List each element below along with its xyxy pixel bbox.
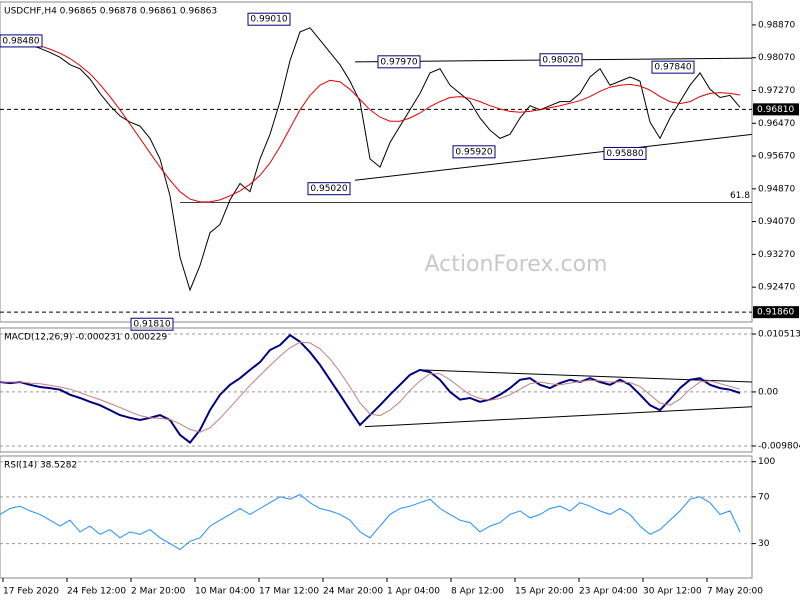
annotation-box bbox=[452, 145, 496, 159]
annotation-box bbox=[307, 182, 351, 196]
x-tick-label: 7 May 20:00 bbox=[707, 587, 763, 597]
annotation-box bbox=[651, 60, 695, 74]
annotation-label: 0.97970 bbox=[380, 57, 417, 67]
y-tick-label: 0.93270 bbox=[758, 250, 795, 260]
annotation-box bbox=[247, 12, 291, 26]
annotation-label: 0.95020 bbox=[310, 184, 347, 194]
x-tick-label: 1 Apr 04:00 bbox=[387, 587, 440, 597]
x-tick-label: 24 Feb 12:00 bbox=[67, 587, 126, 597]
annotation-label: 0.91810 bbox=[133, 320, 170, 330]
annotation-label: 0.99010 bbox=[250, 15, 287, 25]
x-tick-label: 2 Mar 20:00 bbox=[131, 587, 186, 597]
y-tick-label: 0.96470 bbox=[758, 119, 795, 129]
price-tag-label: 0.96810 bbox=[757, 105, 794, 115]
annotation-label: 0.95920 bbox=[455, 147, 492, 157]
x-tick-label: 8 Apr 12:00 bbox=[451, 587, 504, 597]
panel-frame bbox=[0, 327, 753, 453]
series-line bbox=[0, 37, 741, 203]
y-tick-label: 0.94070 bbox=[758, 217, 795, 227]
panel-title: MACD(12,26,9) -0.000231 0.000229 bbox=[4, 333, 167, 343]
annotation-label: 0.97840 bbox=[654, 63, 691, 73]
y-tick-label: 70 bbox=[758, 492, 770, 502]
trendline bbox=[364, 406, 753, 428]
panel-title: RSI(14) 38.5282 bbox=[4, 461, 77, 471]
annotation-box bbox=[603, 146, 647, 160]
x-tick-label: 10 Mar 04:00 bbox=[195, 587, 255, 597]
trendline bbox=[419, 369, 753, 383]
y-tick-label: 0.92470 bbox=[758, 283, 795, 293]
y-tick-label: 0.98070 bbox=[758, 53, 795, 63]
x-tick-label: 23 Apr 04:00 bbox=[579, 587, 638, 597]
panel-frame bbox=[0, 455, 753, 579]
y-tick-label: 0.00 bbox=[758, 387, 778, 397]
y-tick-label: 0.95670 bbox=[758, 152, 795, 162]
x-tick-label: 15 Apr 20:00 bbox=[515, 587, 574, 597]
series-line bbox=[0, 341, 741, 433]
y-tick-label: 0.94870 bbox=[758, 184, 795, 194]
annotation-label: 0.98480 bbox=[2, 36, 39, 46]
annotation-box bbox=[539, 53, 583, 67]
y-tick-label: 0.97270 bbox=[758, 86, 795, 96]
fib-label: 61.8 bbox=[730, 191, 750, 201]
annotation-label: 0.98020 bbox=[542, 55, 579, 65]
panel-title: USDCHF,H4 0.96865 0.96878 0.96861 0.9686… bbox=[4, 7, 217, 17]
price-tag bbox=[753, 103, 799, 116]
trendline bbox=[354, 133, 753, 181]
y-tick-label: 0.98870 bbox=[758, 20, 795, 30]
y-tick-label: 100 bbox=[758, 457, 775, 467]
x-tick-label: 17 Mar 12:00 bbox=[259, 587, 319, 597]
series-line bbox=[0, 27, 741, 292]
price-tag bbox=[753, 306, 799, 319]
panel-frame bbox=[0, 1, 753, 323]
annotation-box bbox=[0, 34, 43, 48]
series-line bbox=[0, 493, 741, 551]
annotation-box bbox=[377, 55, 421, 69]
annotation-label: 0.95880 bbox=[606, 149, 643, 159]
y-tick-label: 0.010513 bbox=[758, 329, 800, 339]
price-tag-label: 0.91860 bbox=[757, 308, 794, 318]
x-tick-label: 17 Feb 2020 bbox=[3, 587, 59, 597]
series-line bbox=[0, 333, 741, 444]
y-tick-label: 30 bbox=[758, 539, 770, 549]
x-tick-label: 30 Apr 12:00 bbox=[643, 587, 702, 597]
watermark: ActionForex.com bbox=[425, 252, 608, 277]
x-tick-label: 24 Mar 20:00 bbox=[323, 587, 383, 597]
y-tick-label: -0.009804 bbox=[758, 441, 800, 451]
annotation-box bbox=[130, 317, 174, 331]
